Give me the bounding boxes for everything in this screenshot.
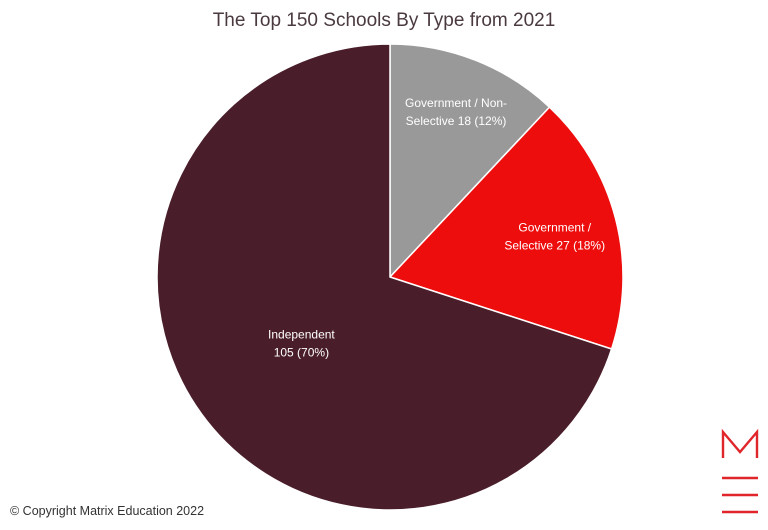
- slice-label-line: Selective 27 (18%): [504, 239, 605, 253]
- copyright-text: © Copyright Matrix Education 2022: [10, 504, 205, 518]
- slice-label: Independent 105 (70%): [268, 327, 335, 359]
- slice-label-line: Selective 18 (12%): [406, 114, 507, 128]
- matrix-logo-icon: [721, 428, 759, 514]
- slice-label: Government / Selective 27 (18%): [504, 221, 605, 253]
- pie-slice-government-non-selective: [389, 43, 551, 279]
- slice-label-line: Government / Non-: [405, 96, 507, 110]
- slice-label: Government / Non- Selective 18 (12%): [405, 96, 507, 128]
- chart-title: The Top 150 Schools By Type from 2021: [212, 10, 556, 31]
- pie-slice-government-selective: [388, 106, 624, 350]
- pie-slice-independent: [156, 43, 613, 511]
- slice-label-line: 105 (70%): [274, 345, 329, 359]
- slice-label-line: Independent: [268, 327, 335, 341]
- slice-label-line: Government /: [518, 221, 591, 235]
